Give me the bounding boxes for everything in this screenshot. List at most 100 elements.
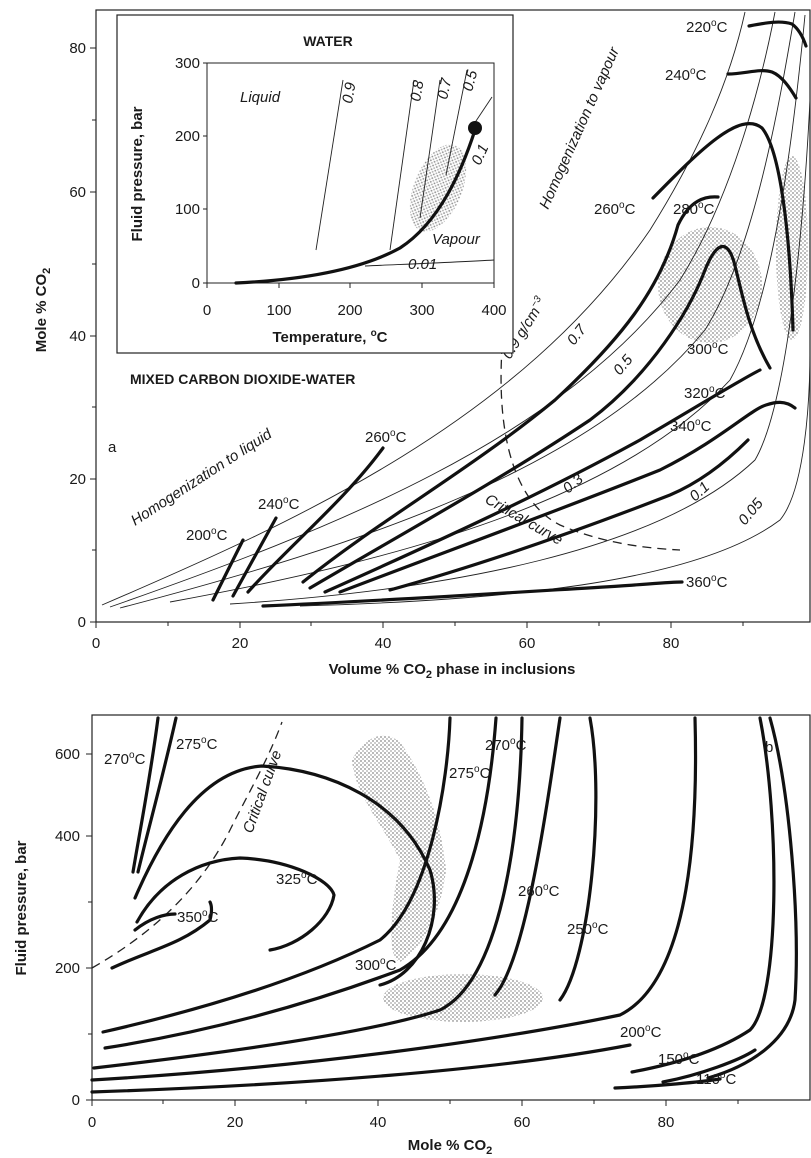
inset-y-axis-label: Fluid pressure, bar (129, 106, 146, 241)
b-xtick-40: 40 (370, 1114, 387, 1131)
b-temp-110: 110oC (696, 1070, 736, 1088)
b-stipple-upper (352, 735, 446, 962)
b-temp-260: 260oC (518, 882, 560, 900)
a-panel-letter: a (108, 439, 117, 456)
inset-liquid-label: Liquid (240, 89, 281, 106)
b-panel-letter: b (765, 739, 773, 756)
inset-x-axis-label: Temperature, oC (272, 328, 387, 346)
a-ytick-0: 0 (78, 614, 86, 631)
panel-b-y-ticks: 0 200 400 600 (55, 746, 92, 1109)
inset-vapour-label: Vapour (432, 231, 481, 248)
a-critical-curve (500, 299, 681, 551)
a-temp-340: 340oC (670, 417, 712, 435)
inset-xtick-0: 0 (203, 302, 211, 319)
panel-a-x-ticks: 0 20 40 60 80 (92, 622, 744, 652)
a-temp-260-high: 260oC (594, 200, 636, 218)
a-temp-360: 360oC (686, 573, 728, 591)
a-homog-vapour: Homogenization to vapour (536, 44, 623, 212)
inset-title: WATER (303, 33, 353, 49)
panel-b-x-ticks: 0 20 40 60 80 (88, 1100, 739, 1131)
a-x-axis-label: Volume % CO2 phase in inclusions (329, 661, 576, 681)
a-temp-240-high: 240oC (665, 66, 707, 84)
panel-a-y-ticks: 0 20 40 60 80 (69, 40, 96, 631)
b-temp-275-right: 275oC (449, 764, 491, 782)
panel-b: 0 200 400 600 0 20 40 60 80 Fluid pressu… (13, 714, 811, 1157)
b-temp-300: 300oC (355, 956, 397, 974)
inset-ytick-0: 0 (192, 275, 200, 292)
b-critical-curve (91, 721, 283, 969)
b-ytick-600: 600 (55, 746, 80, 763)
b-temp-labels: 270oC 275oC 325oC 350oC 300oC 270oC 275o… (104, 735, 736, 1088)
b-xtick-0: 0 (88, 1114, 96, 1131)
b-ytick-200: 200 (55, 960, 80, 977)
a-iso-01: 0.1 (686, 478, 713, 505)
a-iso-005: 0.05 (735, 495, 767, 529)
b-temp-curves (90, 716, 798, 1094)
inset-critical-point (468, 121, 482, 135)
inset-ytick-100: 100 (175, 201, 200, 218)
inset-xtick-200: 200 (337, 302, 362, 319)
b-critical-curve-label: Critical curve (240, 748, 286, 835)
b-temp-250: 250oC (567, 920, 609, 938)
inset-isochores (315, 69, 495, 267)
b-temp-350: 350oC (177, 908, 219, 926)
inset-xtick-300: 300 (409, 302, 434, 319)
a-mixed-title: MIXED CARBON DIOXIDE-WATER (130, 371, 355, 387)
a-ytick-60: 60 (69, 184, 86, 201)
a-temp-220: 220oC (686, 18, 728, 36)
a-temp-320: 320oC (684, 384, 726, 402)
a-temp-240-low: 240oC (258, 495, 300, 513)
inset-ytick-200: 200 (175, 128, 200, 145)
a-ytick-40: 40 (69, 328, 86, 345)
b-xtick-60: 60 (514, 1114, 531, 1131)
b-ytick-0: 0 (72, 1092, 80, 1109)
inset-iso-001: 0.01 (408, 256, 437, 273)
a-xtick-40: 40 (375, 635, 392, 652)
b-y-axis-label: Fluid pressure, bar (13, 840, 30, 975)
a-iso-07: 0.7 (564, 321, 591, 348)
inset-iso-08: 0.8 (407, 79, 427, 103)
a-iso-03: 0.3 (560, 470, 587, 497)
b-temp-325: 325oC (276, 870, 318, 888)
b-temp-200: 200oC (620, 1023, 662, 1041)
a-xtick-0: 0 (92, 635, 100, 652)
b-temp-270-left: 270oC (104, 750, 146, 768)
inset-ticks: 0 100 200 300 0 100 200 300 400 (175, 55, 507, 319)
a-ytick-80: 80 (69, 40, 86, 57)
a-temp-labels: 200oC 240oC 260oC 220oC 240oC 260oC 280o… (186, 18, 729, 591)
b-xtick-80: 80 (658, 1114, 675, 1131)
a-ytick-20: 20 (69, 471, 86, 488)
inset-iso-09: 0.9 (339, 81, 359, 105)
a-stipple-central (658, 227, 762, 343)
a-homog-liquid: Homogenization to liquid (128, 425, 276, 529)
inset-xtick-100: 100 (266, 302, 291, 319)
a-temp-curves (211, 20, 808, 608)
b-xtick-20: 20 (227, 1114, 244, 1131)
a-xtick-20: 20 (232, 635, 249, 652)
a-xtick-80: 80 (663, 635, 680, 652)
b-ytick-400: 400 (55, 828, 80, 845)
a-y-axis-label: Mole % CO2 (33, 268, 53, 352)
inset-iso-05: 0.5 (459, 68, 481, 93)
b-temp-150: 150oC (658, 1050, 700, 1068)
b-temp-275-left: 275oC (176, 735, 218, 753)
a-temp-200: 200oC (186, 526, 228, 544)
a-temp-260-low: 260oC (365, 428, 407, 446)
panel-b-frame (91, 714, 811, 1101)
b-temp-270-right: 270oC (485, 736, 527, 754)
inset-xtick-400: 400 (481, 302, 506, 319)
panel-a: 0 20 40 60 80 0 20 40 60 80 Mole % CO2 V… (33, 9, 811, 681)
a-xtick-60: 60 (519, 635, 536, 652)
a-isochores (101, 11, 811, 609)
inset-ytick-300: 300 (175, 55, 200, 72)
inset-boiling-curve (234, 128, 477, 285)
b-x-axis-label: Mole % CO2 (408, 1137, 492, 1157)
b-stipple-lower (383, 974, 543, 1022)
a-temp-280: 280oC (673, 200, 715, 218)
panel-a-frame (95, 9, 811, 623)
a-iso-05: 0.5 (610, 351, 637, 378)
a-temp-300: 300oC (687, 340, 729, 358)
inset-iso-07: 0.7 (434, 76, 455, 101)
inset-stipple (409, 144, 467, 232)
